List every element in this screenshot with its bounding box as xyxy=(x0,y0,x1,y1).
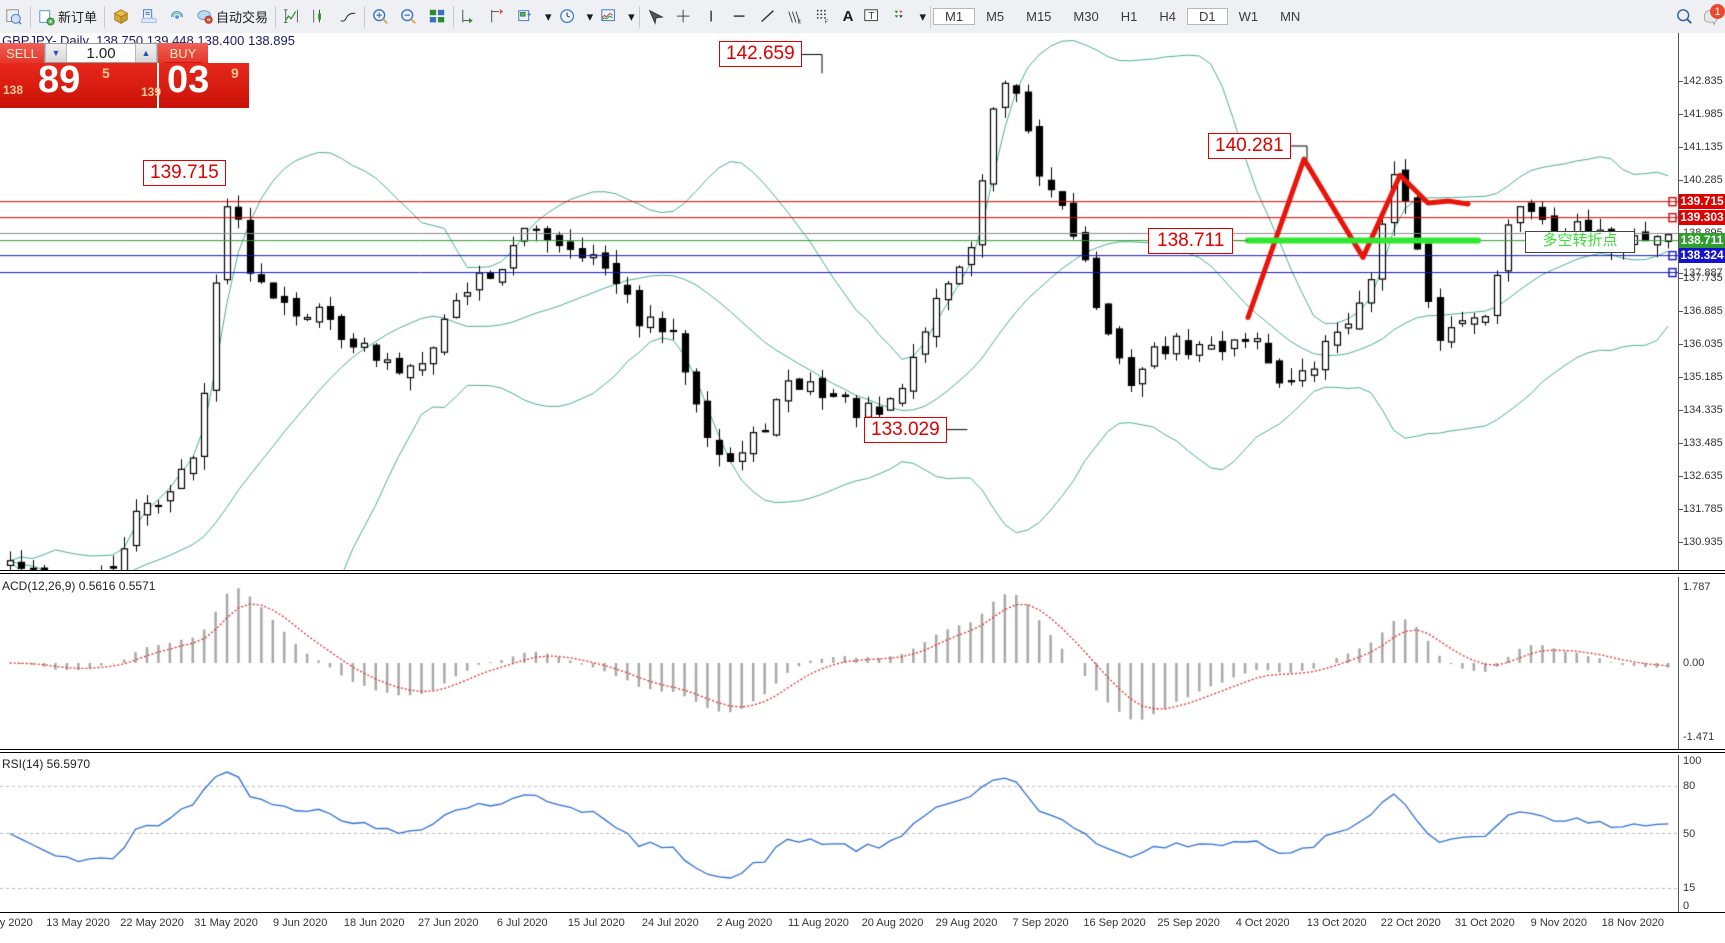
svg-text:T: T xyxy=(869,10,875,21)
svg-text:F: F xyxy=(825,19,829,25)
svg-text:E: E xyxy=(797,19,801,25)
